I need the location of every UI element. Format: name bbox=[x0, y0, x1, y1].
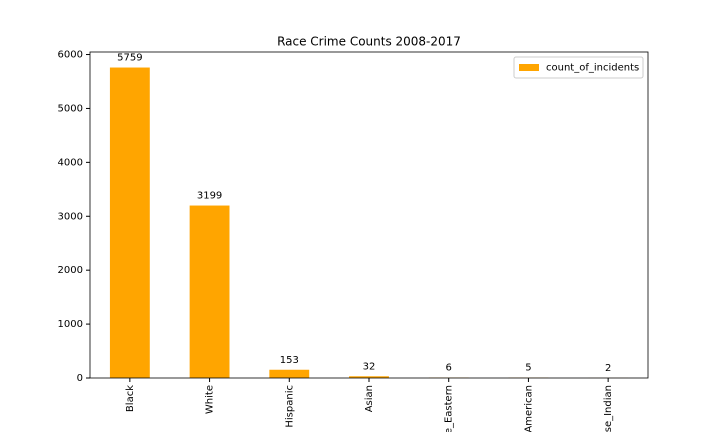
plot-frame bbox=[89, 51, 649, 379]
bar bbox=[109, 67, 150, 379]
y-tick-label: 6000 bbox=[58, 50, 83, 61]
x-tick-label: e_Eastern bbox=[444, 385, 455, 432]
y-tick-label: 2000 bbox=[58, 265, 83, 276]
y-tick-label: 4000 bbox=[58, 157, 83, 168]
x-tick-label: Hispanic bbox=[284, 385, 295, 428]
x-tick-label: White bbox=[205, 385, 216, 414]
legend-swatch bbox=[519, 64, 539, 71]
value-label: 153 bbox=[280, 355, 299, 366]
value-label: 32 bbox=[363, 361, 376, 372]
value-label: 6 bbox=[446, 363, 452, 374]
bar bbox=[189, 205, 230, 378]
x-tick-label: American bbox=[523, 385, 534, 432]
value-label: 5759 bbox=[117, 53, 142, 64]
bar bbox=[269, 369, 310, 378]
legend-box bbox=[513, 56, 644, 79]
legend-label: count_of_incidents bbox=[546, 63, 639, 74]
value-label: 5 bbox=[525, 363, 531, 374]
x-tick-label: se_Indian bbox=[603, 385, 614, 432]
y-tick-label: 1000 bbox=[58, 319, 83, 330]
value-label: 3199 bbox=[197, 191, 222, 202]
bar bbox=[349, 376, 389, 378]
value-label: 2 bbox=[605, 363, 611, 374]
y-tick-label: 5000 bbox=[58, 103, 83, 114]
y-tick-label: 3000 bbox=[58, 211, 83, 222]
x-tick-label: Asian bbox=[364, 385, 375, 412]
x-tick-label: Black bbox=[125, 385, 136, 412]
chart-title: Race Crime Counts 2008-2017 bbox=[277, 35, 461, 49]
y-tick-label: 0 bbox=[77, 373, 83, 384]
